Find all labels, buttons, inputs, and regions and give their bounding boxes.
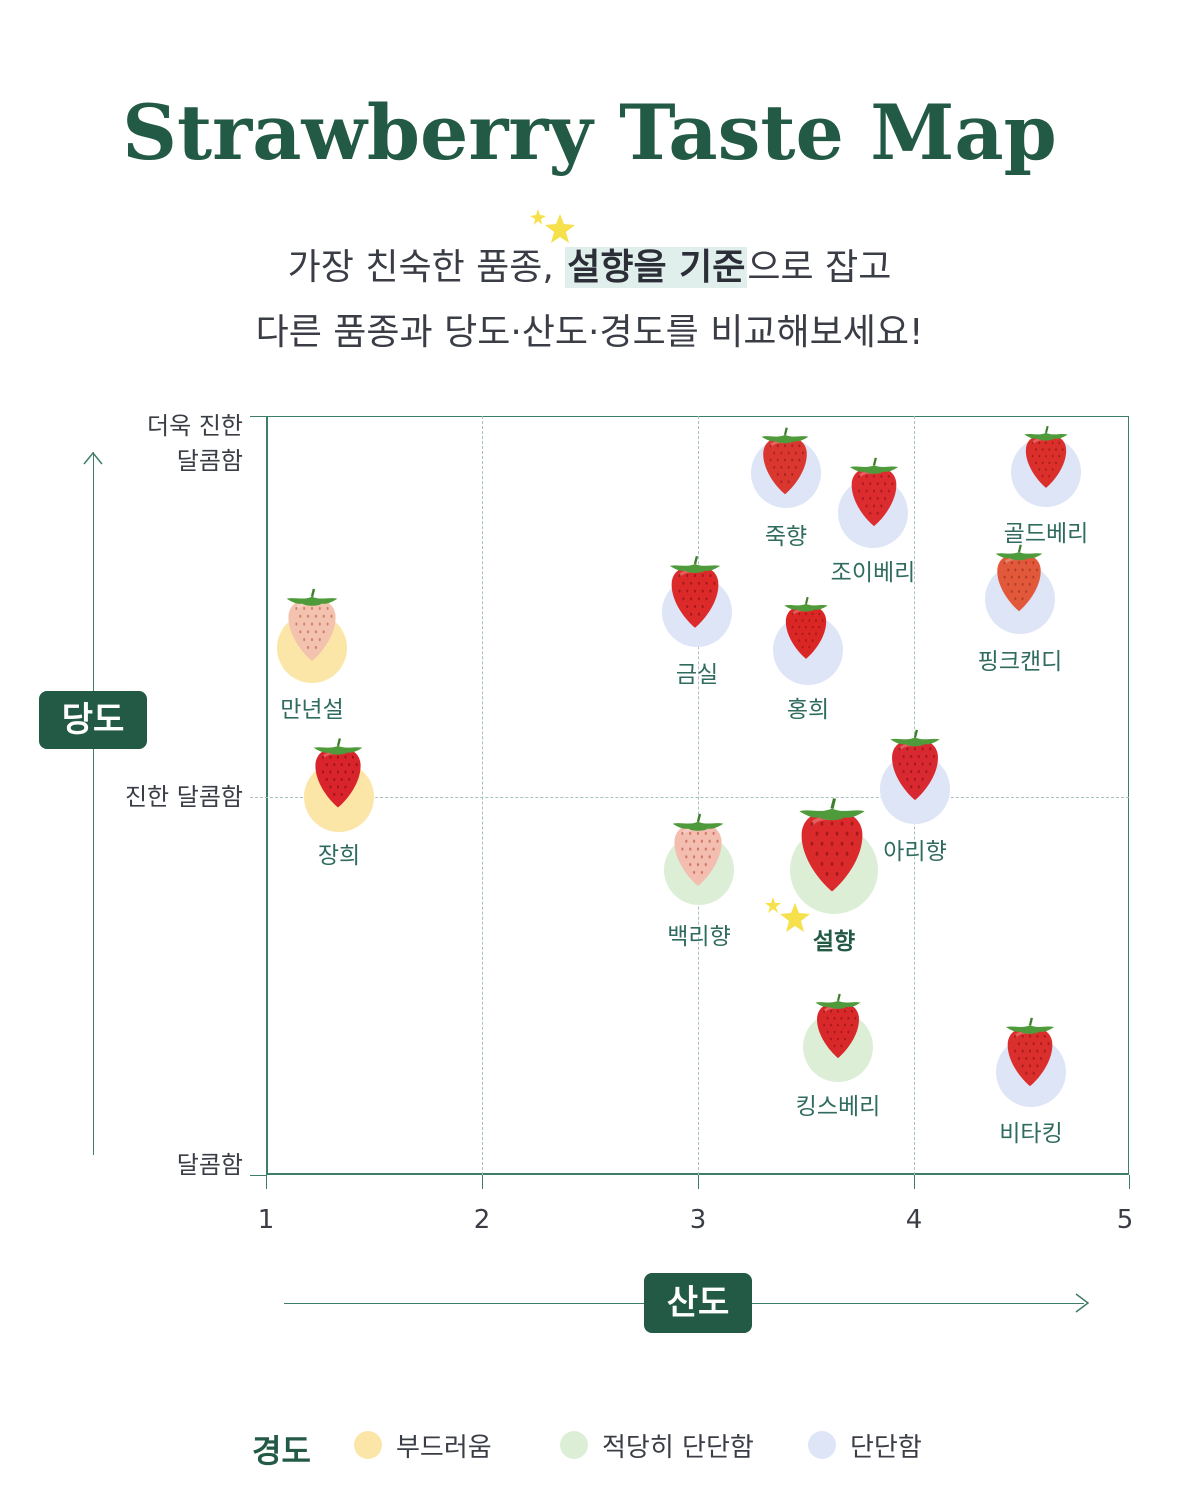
x-tick-2: [482, 1175, 483, 1189]
legend-dot-medium: [560, 1431, 588, 1459]
x-tick-label-1: 1: [257, 1205, 275, 1235]
sparkle-icon: [530, 209, 575, 243]
x-axis-badge: 산도: [644, 1273, 752, 1333]
grid-line-x3: [698, 416, 699, 1175]
point-label: 백리향: [667, 924, 731, 950]
legend-dot-firm: [808, 1431, 836, 1459]
arrow-up-icon: [83, 452, 103, 465]
strawberry-icon: [1024, 425, 1068, 488]
y-tick-label-top-line2: 달콤함: [176, 446, 243, 475]
point-label: 킹스베리: [795, 1094, 881, 1120]
point-label: 설향: [812, 929, 856, 955]
legend-label-soft: 부드러움: [396, 1432, 492, 1463]
point-label: 핑크캔디: [977, 649, 1063, 675]
point-label: 만년설: [280, 697, 344, 723]
y-tick-top: [250, 416, 266, 417]
y-axis-badge: 당도: [39, 691, 147, 749]
x-tick-label-5: 5: [1116, 1205, 1134, 1235]
x-tick-1: [266, 1175, 267, 1189]
x-tick-label-2: 2: [473, 1205, 491, 1235]
strawberry-icon: [313, 738, 363, 808]
y-tick-label-top-line1: 더욱 진한: [147, 412, 243, 440]
point-label: 골드베리: [1003, 521, 1089, 547]
legend-item-firm: 단단함: [808, 1430, 922, 1463]
arrow-right-icon: [1075, 1293, 1090, 1313]
legend: 경도 부드러움 적당히 단단함 단단함: [0, 1424, 1179, 1470]
page-title: Strawberry Taste Map: [122, 88, 1057, 177]
x-tick-3: [698, 1175, 699, 1189]
point-label: 장희: [317, 843, 361, 869]
strawberry-icon: [784, 596, 828, 659]
plot-area: [266, 416, 1129, 1175]
grid-line-x2: [482, 416, 483, 1175]
strawberry-icon: [672, 813, 724, 887]
legend-label-firm: 단단함: [850, 1432, 922, 1463]
strawberry-icon: [850, 457, 898, 527]
x-tick-label-3: 3: [689, 1205, 707, 1235]
strawberry-icon: [761, 427, 809, 495]
x-tick-4: [914, 1175, 915, 1189]
strawberry-icon: [1006, 1017, 1054, 1087]
legend-title: 경도: [252, 1432, 311, 1470]
strawberry-icon: [890, 729, 940, 801]
subtitle-post: 으로 잡고: [747, 247, 892, 288]
point-label: 홍희: [786, 697, 830, 723]
reference-star-icon: [765, 897, 810, 932]
y-tick-label-bottom: 달콤함: [176, 1151, 243, 1179]
legend-dot-soft: [354, 1431, 382, 1459]
point-label: 금실: [675, 662, 719, 688]
legend-label-medium: 적당히 단단함: [602, 1432, 754, 1463]
subtitle-highlight: 설향을 기준: [565, 247, 748, 288]
x-tick-5: [1129, 1175, 1130, 1189]
subtitle-line-1: 가장 친숙한 품종, 설향을 기준으로 잡고: [0, 247, 1179, 288]
strawberry-icon: [995, 544, 1043, 612]
y-axis-arrow-line: [93, 452, 94, 1155]
y-tick-bottom: [250, 1175, 266, 1176]
strawberry-icon: [286, 588, 338, 662]
y-tick-label-top: 더욱 진한 달콤함: [147, 409, 243, 479]
strawberry-icon: [815, 993, 861, 1059]
subtitle-pre: 가장 친숙한 품종,: [287, 247, 566, 288]
legend-item-medium: 적당히 단단함: [560, 1430, 754, 1463]
strawberry-icon: [799, 798, 865, 892]
y-tick-label-middle: 진한 달콤함: [124, 783, 243, 811]
point-label: 비타킹: [999, 1121, 1063, 1147]
point-label: 아리향: [883, 839, 947, 865]
point-label: 죽향: [764, 524, 808, 550]
legend-item-soft: 부드러움: [354, 1430, 492, 1463]
grid-line-midline: [250, 797, 1129, 798]
x-tick-label-4: 4: [905, 1205, 923, 1235]
strawberry-icon: [669, 555, 721, 628]
point-label: 조이베리: [830, 560, 916, 586]
subtitle-line-2: 다른 품종과 당도·산도·경도를 비교해보세요!: [255, 312, 924, 353]
